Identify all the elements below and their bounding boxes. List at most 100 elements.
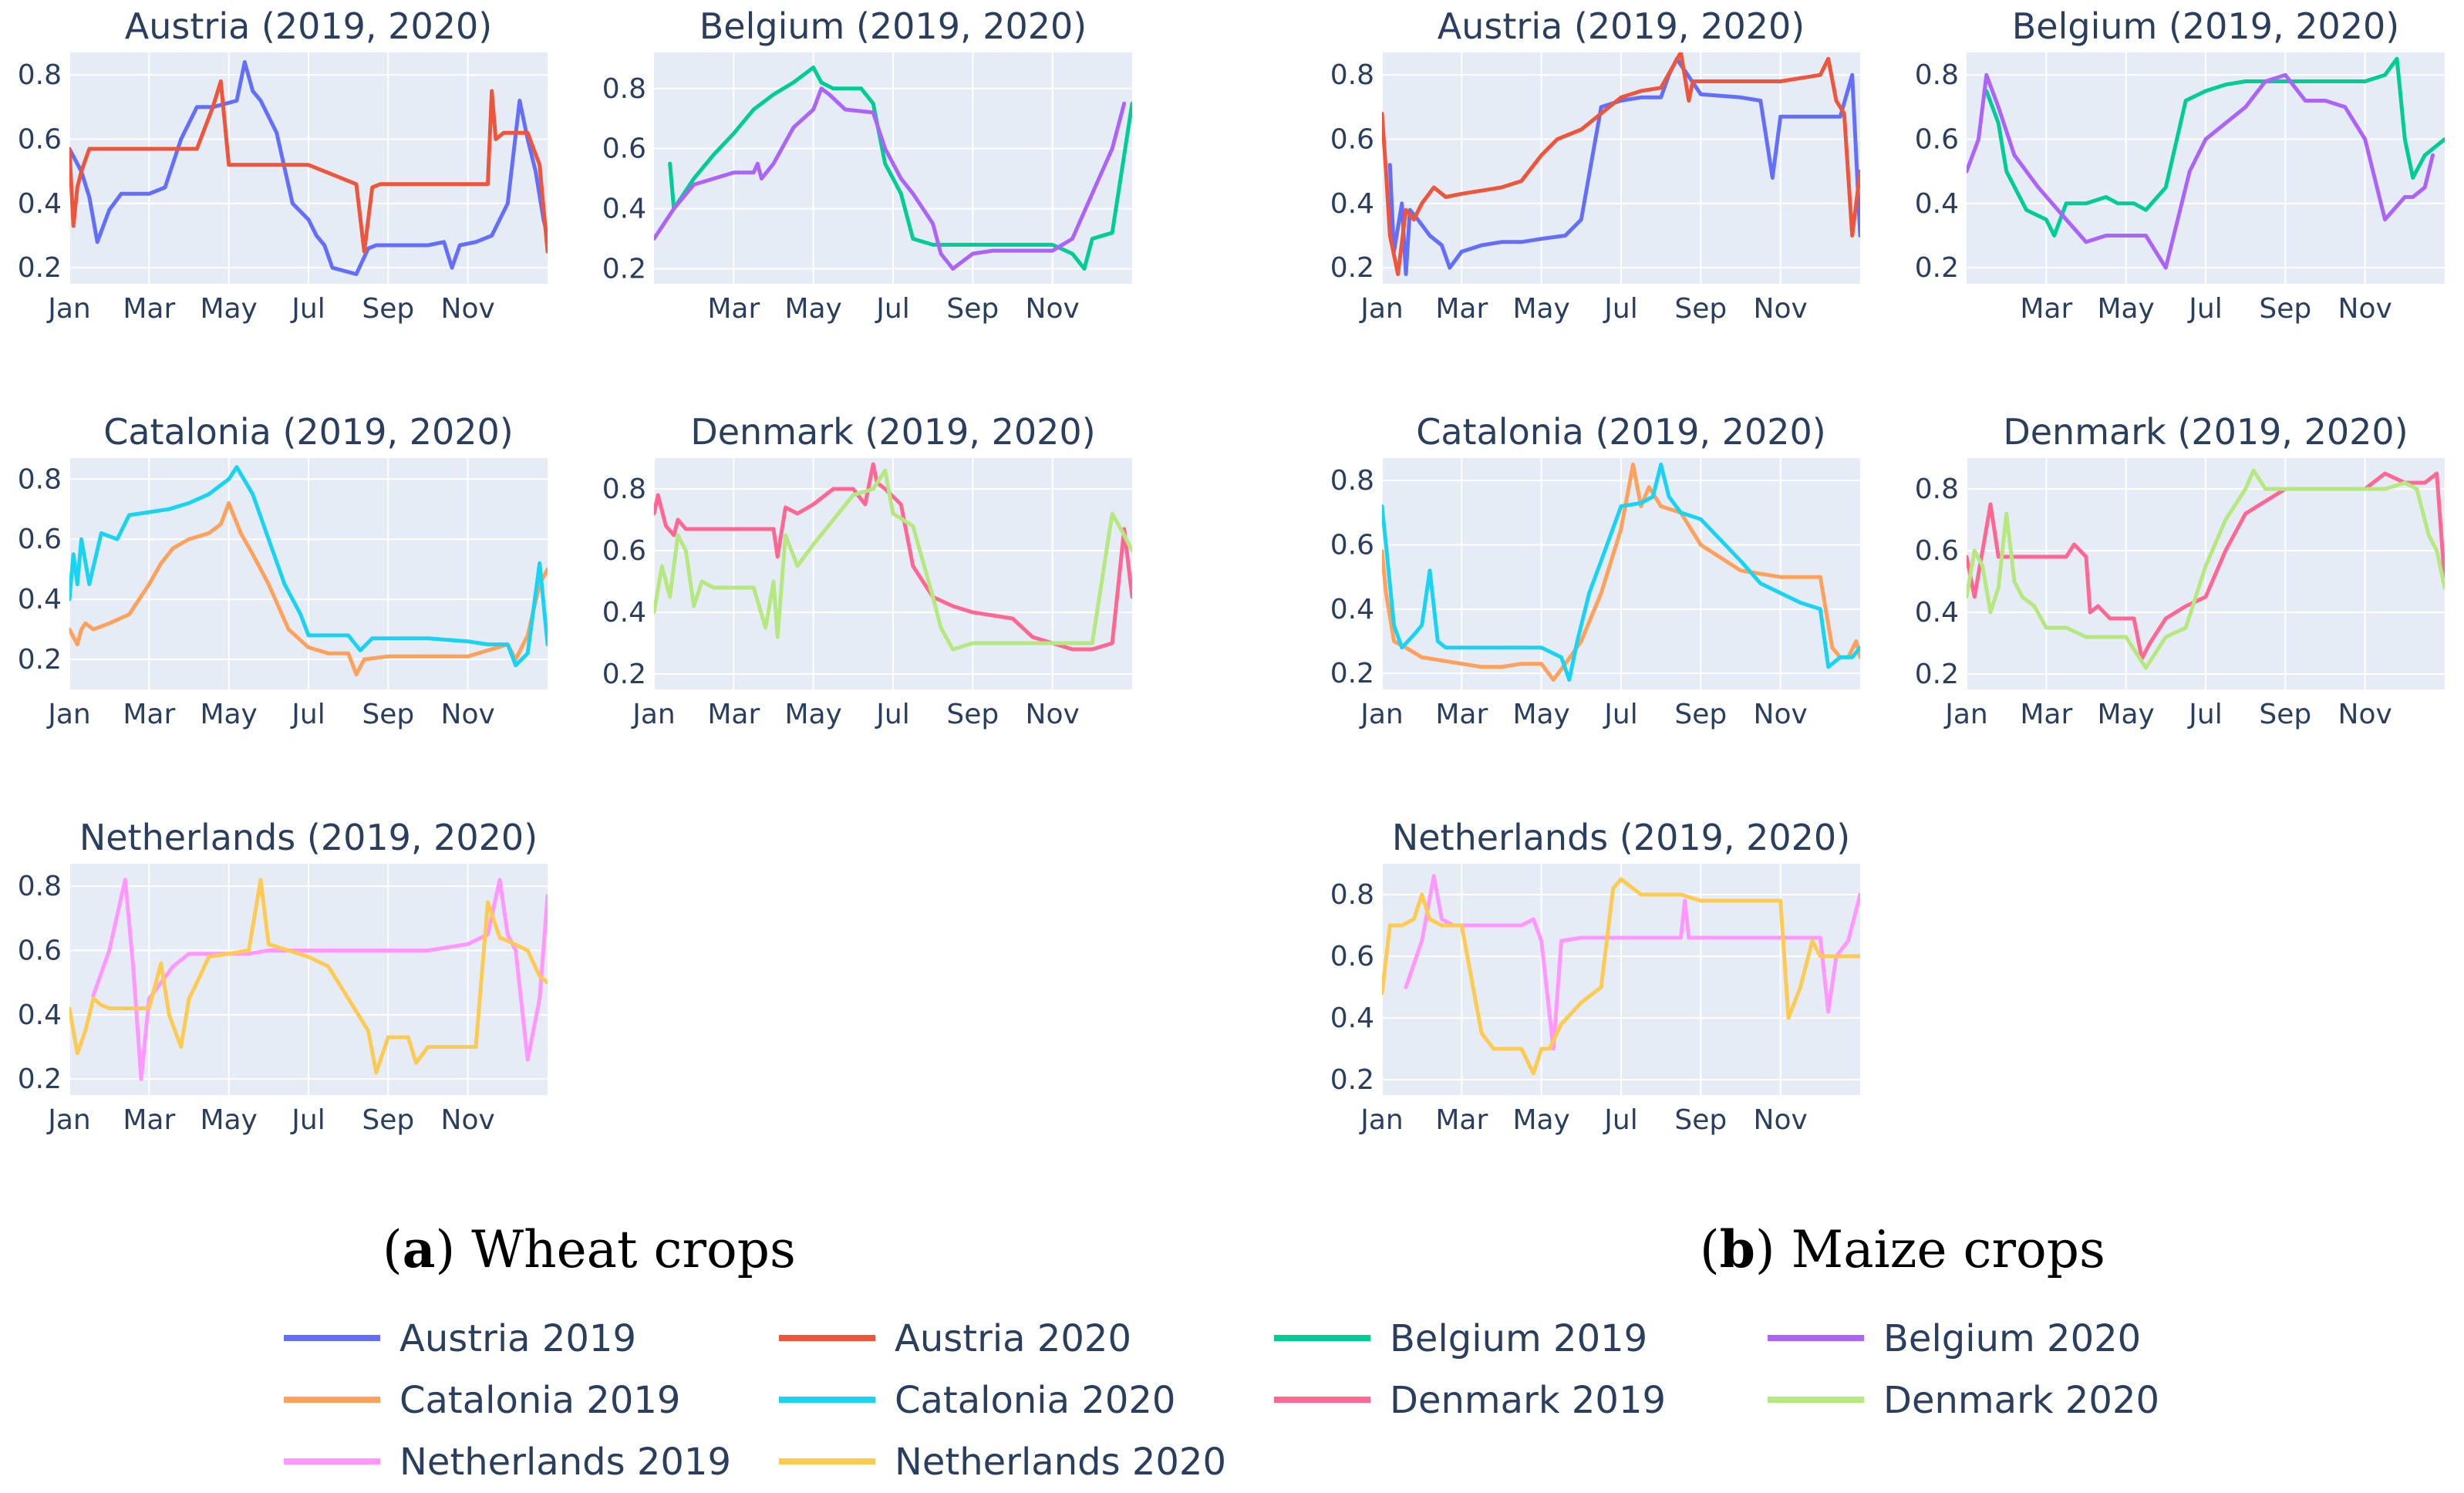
y-tick-label: 0.8 <box>602 474 646 505</box>
y-tick-label: 0.8 <box>1330 59 1374 91</box>
y-tick-label: 0.6 <box>1915 535 1959 567</box>
series-line-belgium-2019 <box>668 66 1132 271</box>
y-tick-label: 0.8 <box>602 73 646 105</box>
legend-label: Belgium 2020 <box>1883 1317 2141 1360</box>
x-tick-label: Mar <box>2020 293 2072 325</box>
x-tick-label: Jan <box>46 1104 91 1136</box>
x-tick-label: Sep <box>1674 699 1727 730</box>
y-tick-label: 0.4 <box>18 584 62 615</box>
legend-item-netherlands-2020[interactable]: Netherlands 2020 <box>779 1441 1226 1484</box>
x-tick-label: Mar <box>1435 293 1488 325</box>
legend-item-catalonia-2019[interactable]: Catalonia 2019 <box>284 1379 680 1422</box>
x-tick-label: Mar <box>1435 699 1488 730</box>
x-tick-label: Sep <box>1674 1104 1727 1136</box>
x-tick-label: Sep <box>362 699 414 730</box>
y-tick-label: 0.4 <box>18 999 62 1031</box>
series-line-netherlands-2020 <box>69 878 548 1075</box>
x-tick-label: Nov <box>1754 1104 1808 1136</box>
chart-panel-b-belgium-2019-2020: Mar May Jul Sep Nov 0.2 0.4 0.6 0.8 Belgium (2019… <box>1915 5 2445 325</box>
legend-item-denmark-2020[interactable]: Denmark 2020 <box>1768 1379 2159 1422</box>
caption-maize-text: ) Maize crops <box>1755 1220 2105 1279</box>
x-tick-label: Jul <box>2187 699 2222 730</box>
x-tick-label: Jan <box>1943 699 1988 730</box>
x-tick-label: Nov <box>441 1104 495 1136</box>
y-tick-label: 0.8 <box>1330 879 1374 911</box>
x-tick-label: Nov <box>1026 293 1080 325</box>
x-tick-label: Mar <box>1435 1104 1488 1136</box>
y-tick-label: 0.2 <box>1330 252 1374 284</box>
x-tick-label: Jul <box>1603 293 1637 325</box>
x-tick-label: Jan <box>1359 699 1404 730</box>
x-tick-label: Nov <box>1754 699 1808 730</box>
y-tick-label: 0.2 <box>1915 659 1959 690</box>
chart-panels: Jan Mar May Jul Sep Nov 0.2 0.4 0.6 0.8 Austria (2… <box>18 5 2445 1136</box>
y-tick-label: 0.6 <box>1330 124 1374 156</box>
legend-item-austria-2020[interactable]: Austria 2020 <box>779 1317 1131 1360</box>
x-tick-label: May <box>200 293 257 325</box>
x-tick-label: Jan <box>631 699 676 730</box>
x-tick-label: Nov <box>1754 293 1808 325</box>
y-tick-label: 0.4 <box>18 188 62 220</box>
series-line-catalonia-2019 <box>1382 462 1860 682</box>
legend-label: Austria 2020 <box>895 1317 1131 1360</box>
y-tick-label: 0.6 <box>18 124 62 156</box>
y-tick-label: 0.4 <box>1330 188 1374 220</box>
series-line-austria-2019 <box>1387 56 1860 276</box>
y-tick-label: 0.2 <box>602 254 646 285</box>
y-tick-label: 0.2 <box>602 659 646 690</box>
caption-wheat: (a) Wheat crops <box>383 1219 796 1279</box>
legend-item-denmark-2019[interactable]: Denmark 2019 <box>1274 1379 1666 1422</box>
x-tick-label: May <box>1512 293 1569 325</box>
x-tick-label: May <box>1512 1104 1569 1136</box>
caption-maize: (b) Maize crops <box>1700 1219 2105 1279</box>
legend-label: Belgium 2019 <box>1390 1317 1647 1360</box>
x-tick-label: Mar <box>123 1104 175 1136</box>
series-line-denmark-2020 <box>1967 468 2445 670</box>
chart-panel-b-denmark-2019-2020: Jan Mar May Jul Sep Nov 0.2 0.4 0.6 0.8 Denmark (2… <box>1915 411 2445 730</box>
x-tick-label: Jul <box>1603 699 1637 730</box>
legend-item-netherlands-2019[interactable]: Netherlands 2019 <box>284 1441 731 1484</box>
legend: Austria 2019 Austria 2020 Belgium 2019 Belg… <box>284 1317 2159 1484</box>
y-tick-label: 0.6 <box>18 935 62 967</box>
x-tick-label: Jan <box>1359 293 1404 325</box>
chart-panel-a-netherlands-2019-2020: Jan Mar May Jul Sep Nov 0.2 0.4 0.6 0.8 Netherland… <box>18 817 548 1136</box>
x-tick-label: Sep <box>362 1104 414 1136</box>
y-tick-label: 0.4 <box>1915 188 1959 220</box>
y-tick-label: 0.2 <box>18 1063 62 1095</box>
y-tick-label: 0.6 <box>602 535 646 567</box>
y-tick-label: 0.6 <box>18 524 62 555</box>
chart-panel-a-belgium-2019-2020: Mar May Jul Sep Nov 0.2 0.4 0.6 0.8 Belgium (2019… <box>602 5 1132 325</box>
series-line-austria-2019 <box>69 60 548 276</box>
legend-label: Netherlands 2020 <box>895 1441 1226 1484</box>
chart-panel-b-netherlands-2019-2020: Jan Mar May Jul Sep Nov 0.2 0.4 0.6 0.8 Netherland… <box>1330 817 1860 1136</box>
x-tick-label: Sep <box>946 293 999 325</box>
x-tick-label: Nov <box>441 293 495 325</box>
x-tick-label: Mar <box>707 699 760 730</box>
series-line-catalonia-2019 <box>69 500 548 676</box>
y-tick-label: 0.8 <box>1915 474 1959 505</box>
caption-wheat-text: ) Wheat crops <box>436 1220 796 1279</box>
legend-label: Denmark 2020 <box>1883 1379 2159 1422</box>
x-tick-label: Nov <box>2338 699 2392 730</box>
series-line-denmark-2020 <box>654 468 1132 652</box>
x-tick-label: May <box>2097 699 2154 730</box>
legend-item-catalonia-2020[interactable]: Catalonia 2020 <box>779 1379 1175 1422</box>
x-tick-label: Jan <box>1359 1104 1404 1136</box>
panel-title: Netherlands (2019, 2020) <box>79 817 538 858</box>
y-tick-label: 0.4 <box>602 597 646 629</box>
y-tick-label: 0.4 <box>1915 597 1959 629</box>
legend-item-austria-2019[interactable]: Austria 2019 <box>284 1317 636 1360</box>
x-tick-label: Sep <box>362 293 414 325</box>
x-tick-label: Nov <box>2338 293 2392 325</box>
x-tick-label: Mar <box>2020 699 2072 730</box>
y-tick-label: 0.2 <box>18 252 62 284</box>
legend-label: Catalonia 2020 <box>895 1379 1175 1422</box>
x-tick-label: Jan <box>46 293 91 325</box>
legend-item-belgium-2020[interactable]: Belgium 2020 <box>1768 1317 2141 1360</box>
chart-panel-a-austria-2019-2020: Jan Mar May Jul Sep Nov 0.2 0.4 0.6 0.8 Austria (2… <box>18 5 548 325</box>
x-tick-label: Mar <box>707 293 760 325</box>
legend-label: Denmark 2019 <box>1390 1379 1666 1422</box>
legend-item-belgium-2019[interactable]: Belgium 2019 <box>1274 1317 1647 1360</box>
x-tick-label: Jul <box>1603 1104 1637 1136</box>
